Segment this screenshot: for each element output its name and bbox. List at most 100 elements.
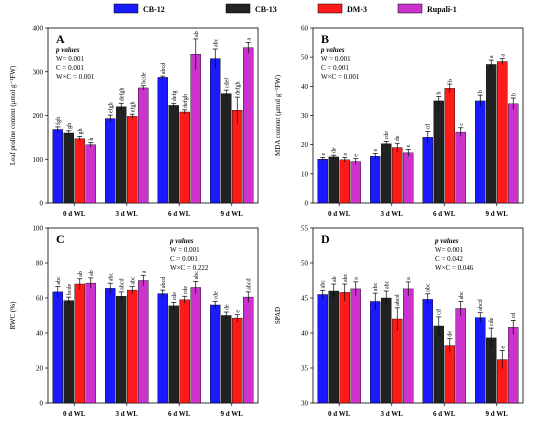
y-axis-title: RWC (%) xyxy=(9,301,17,329)
significance-letter: bcde xyxy=(141,72,147,84)
y-axis-title: SPAD xyxy=(274,307,282,324)
bar xyxy=(317,294,328,404)
bar xyxy=(85,282,96,404)
significance-letter: e xyxy=(321,153,327,156)
y-tick-label: 0 xyxy=(305,200,309,208)
bar xyxy=(157,77,168,204)
significance-letter: cd xyxy=(511,313,517,319)
significance-letter: defgh xyxy=(234,81,241,95)
significance-letter: abc xyxy=(384,280,390,289)
significance-letter: cd xyxy=(437,309,443,315)
bar xyxy=(422,137,433,204)
significance-letter: ab xyxy=(332,276,338,282)
significance-letter: abc xyxy=(56,276,62,285)
stats-line: W = 0.001 xyxy=(321,55,351,63)
significance-letter: e xyxy=(235,310,241,313)
significance-letter: ab xyxy=(89,270,95,276)
significance-letter: abc xyxy=(130,276,136,285)
x-tick-label: 9 d WL xyxy=(221,210,244,218)
y-tick-label: 80 xyxy=(36,260,44,268)
panel-letter: B xyxy=(321,32,329,46)
bar xyxy=(63,132,74,204)
legend-label: Rupali-1 xyxy=(427,5,457,14)
bar xyxy=(455,308,466,404)
bar xyxy=(74,138,85,204)
bar xyxy=(85,144,96,204)
x-tick-label: 6 d WL xyxy=(433,410,456,418)
significance-letter: a xyxy=(141,270,147,273)
bar xyxy=(221,315,232,404)
y-tick-label: 100 xyxy=(33,156,44,164)
legend-label: DM-3 xyxy=(347,5,367,14)
stats-line: W×C = 0.001 xyxy=(56,73,95,81)
significance-letter: cde xyxy=(489,317,495,326)
significance-letter: de xyxy=(332,147,338,153)
significance-letter: abcd xyxy=(478,299,484,310)
significance-letter: abc xyxy=(373,282,379,291)
significance-letter: de xyxy=(224,304,230,310)
significance-letter: abc xyxy=(108,272,114,281)
stats-line: C = 0.001 xyxy=(170,255,198,263)
significance-letter: b xyxy=(511,93,517,96)
bar xyxy=(127,116,138,204)
bar xyxy=(381,297,392,404)
significance-letter: e xyxy=(354,154,360,157)
significance-letter: e xyxy=(373,148,379,151)
bar xyxy=(403,152,414,204)
bar xyxy=(475,100,486,204)
significance-letter: e xyxy=(343,153,349,156)
significance-letter: de xyxy=(395,135,401,141)
bar xyxy=(138,87,149,204)
significance-letter: efgh xyxy=(107,102,114,113)
significance-letter: ab xyxy=(78,271,84,277)
y-tick-label: 50 xyxy=(301,260,309,268)
significance-letter: cde xyxy=(384,131,390,140)
significance-letter: fgh xyxy=(55,117,62,125)
significance-letter: de xyxy=(448,331,454,337)
bar xyxy=(232,317,243,404)
stats-line: W= 0.001 xyxy=(435,246,464,254)
legend-swatch xyxy=(113,3,139,14)
significance-letter: h xyxy=(89,138,95,141)
stats-line: W = 0.001 xyxy=(170,246,200,254)
significance-letter: gh xyxy=(67,123,73,129)
y-tick-label: 40 xyxy=(36,330,44,338)
stats-heading: p values xyxy=(320,46,345,54)
y-tick-label: 45 xyxy=(301,295,309,303)
y-tick-label: 10 xyxy=(301,170,309,178)
bar xyxy=(116,296,127,404)
stats-line: C = 0.001 xyxy=(56,64,84,72)
y-tick-label: 400 xyxy=(33,25,44,33)
bar xyxy=(381,143,392,204)
bar xyxy=(350,161,361,204)
bar xyxy=(168,305,179,404)
stats-heading: p values xyxy=(434,237,459,245)
significance-letter: defg xyxy=(171,91,178,102)
legend-label: CB-13 xyxy=(255,5,277,14)
y-tick-label: 0 xyxy=(40,200,44,208)
panel-letter: D xyxy=(321,232,330,246)
significance-letter: abcd xyxy=(161,277,167,288)
bar xyxy=(422,299,433,404)
chart-panel-a: 0 100 200 300 400 Leaf proline content (μmol … xyxy=(9,25,259,218)
stats-line: W= 0.001 xyxy=(56,55,85,63)
y-axis-title: Leaf proline content (μmol g⁻¹FW) xyxy=(9,65,17,165)
significance-letter: abcd xyxy=(119,279,125,290)
bar xyxy=(350,288,361,404)
bar xyxy=(116,106,127,204)
bar xyxy=(63,300,74,404)
stats-heading: p values xyxy=(169,237,194,245)
stats-line: W×C = 0.001 xyxy=(321,73,360,81)
y-tick-label: 300 xyxy=(33,68,44,76)
bar xyxy=(497,61,508,204)
bar xyxy=(433,100,444,204)
y-tick-label: 40 xyxy=(301,330,309,338)
significance-letter: a xyxy=(406,277,412,280)
bar xyxy=(127,289,138,404)
x-tick-label: 6 d WL xyxy=(433,210,456,218)
bar xyxy=(210,58,221,204)
bar xyxy=(328,156,339,204)
